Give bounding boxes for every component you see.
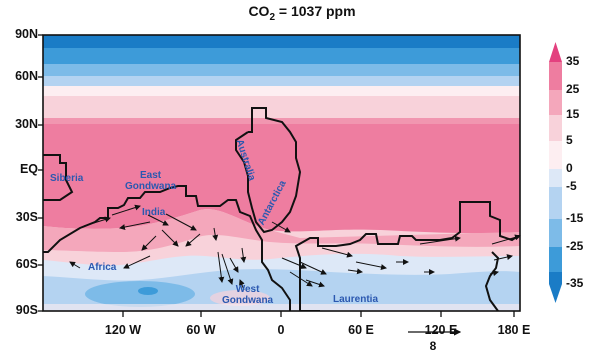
india-label: India: [142, 207, 166, 218]
colorbar-label: -35: [566, 276, 584, 290]
colorbar-label: -5: [566, 179, 577, 193]
laurentia-outline: [294, 201, 520, 311]
wind-vector: [217, 251, 225, 283]
colorbar-label: 15: [566, 107, 580, 121]
wind-vector: [161, 229, 179, 247]
africa-label: Africa: [88, 262, 117, 273]
x-tick-label: 0: [277, 323, 285, 337]
colorbar-label: 5: [566, 133, 573, 147]
wind-vector: [165, 213, 197, 231]
wind-vector: [271, 221, 291, 233]
wind-vector: [212, 227, 219, 241]
y-tick-label: 60S: [15, 257, 38, 271]
x-tick-label: 180 E: [497, 323, 531, 337]
wind-vector: [83, 216, 111, 227]
colorbar: [549, 42, 562, 303]
wind-vector: [239, 279, 245, 291]
x-tick-label: 120 E: [424, 323, 458, 337]
wind-vector: [305, 279, 325, 288]
gondwana-outline: [43, 185, 291, 311]
wind-vector: [123, 255, 151, 269]
laurentia-label: Laurentia: [333, 294, 379, 305]
wind-vector: [491, 234, 521, 245]
x-tick-label: 60 W: [186, 323, 216, 337]
y-tick-label: 60N: [15, 69, 38, 83]
colorbar-top-arrow: [549, 42, 562, 62]
wind-vectors: [69, 204, 521, 291]
wind-vector: [289, 271, 313, 287]
wind-vector: [69, 261, 81, 269]
axis-ticks: [38, 34, 515, 317]
colorbar-label: -15: [566, 211, 584, 225]
map-title: CO2 = 1037 ppm: [248, 3, 356, 23]
wind-vector: [489, 270, 499, 277]
australia-antarctica-outline: [235, 107, 302, 234]
wind-vector: [147, 214, 169, 226]
x-tick-label: 120 W: [104, 323, 142, 337]
y-tick-label: EQ: [19, 162, 38, 176]
wind-vector: [185, 233, 201, 247]
x-tick-label: 60 E: [348, 323, 374, 337]
y-tick-label: 30S: [15, 210, 38, 224]
east-gondwana-label: East Gondwana: [125, 170, 177, 192]
siberia-outline: [43, 154, 74, 201]
wind-vector: [299, 261, 327, 275]
wind-vector: [111, 204, 141, 216]
wind-vector: [493, 254, 513, 261]
wind-vector: [119, 221, 151, 230]
wind-vector: [281, 257, 307, 269]
colorbar-label: 0: [566, 161, 573, 175]
temperature-field: [43, 35, 520, 311]
wind-vector: [221, 253, 234, 285]
wind-vector: [229, 257, 239, 273]
west-gondwana-label: West Gondwana: [222, 284, 274, 306]
colorbar-label: 25: [566, 82, 580, 96]
y-tick-label: 90S: [15, 303, 38, 317]
y-tick-label: 90N: [15, 27, 38, 41]
y-tick-label: 30N: [15, 117, 38, 131]
wind-vector: [240, 247, 247, 263]
colorbar-label: 35: [566, 54, 580, 68]
wind-vector: [141, 235, 157, 251]
colorbar-bottom-arrow: [549, 284, 562, 303]
wind-vector: [355, 261, 387, 270]
colorbar-label: -25: [566, 239, 584, 253]
siberia-label: Siberia: [50, 173, 84, 184]
continent-outlines: [43, 107, 520, 311]
wind-vector: [419, 235, 461, 245]
wind-vector: [347, 268, 363, 275]
vector-scale-label: 8: [429, 339, 437, 353]
wind-vector: [321, 247, 353, 258]
